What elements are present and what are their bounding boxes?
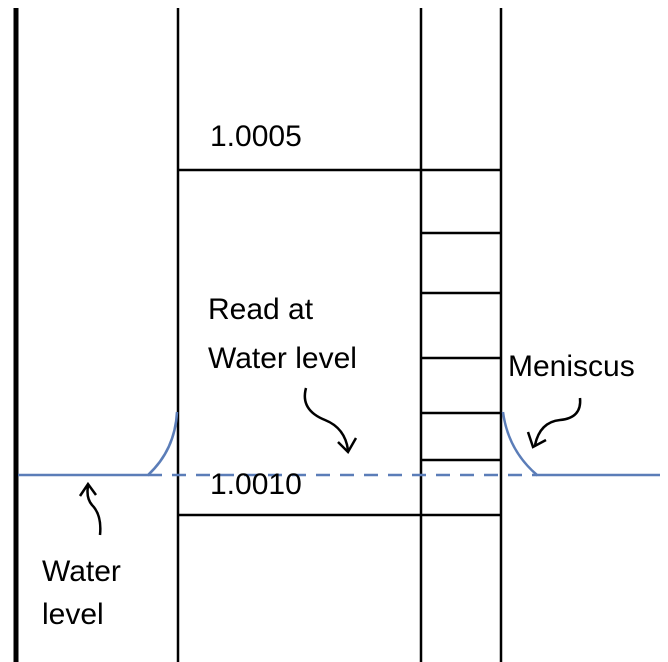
annotation: Read at xyxy=(208,293,314,326)
annotation: level xyxy=(42,598,104,631)
arrows xyxy=(78,387,582,536)
reading-label: 1.0010 xyxy=(210,468,302,501)
reading-label: 1.0005 xyxy=(210,120,302,153)
minor-ticks xyxy=(421,231,501,462)
water-surface-right xyxy=(501,411,660,477)
annotation: Water level xyxy=(208,342,357,375)
annotation: Meniscus xyxy=(508,350,635,383)
annotation: Water xyxy=(42,555,121,588)
